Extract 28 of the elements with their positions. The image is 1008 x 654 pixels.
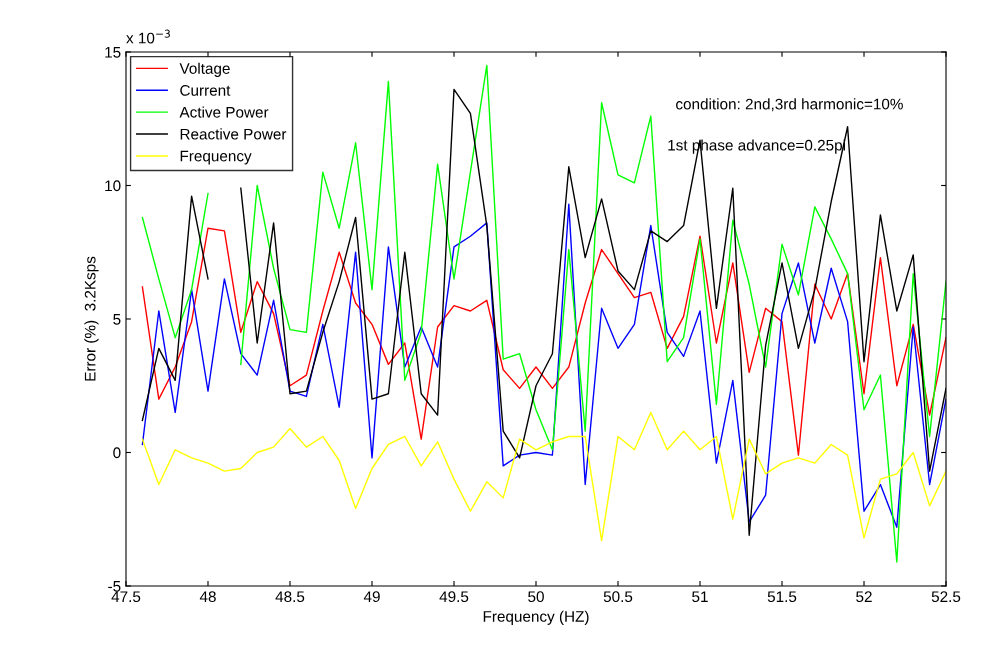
y-tick-label: 0	[113, 447, 121, 459]
x-tick-label: 48.5	[275, 591, 305, 603]
text: x 10$^{−3}$	[126, 29, 170, 44]
y-axis-title: Error (%) 3.2Ksps	[84, 256, 99, 381]
y-tick-label: 10	[105, 180, 121, 192]
x-tick-label: 50.5	[603, 591, 633, 603]
x-tick-label: 49	[363, 591, 380, 603]
x-tick-label: 52	[856, 591, 872, 603]
legend-label: Active Power	[179, 106, 269, 118]
legend-label: Current	[180, 84, 231, 96]
x-tick-label: 51	[692, 591, 708, 603]
y-tick-label: -5	[108, 581, 121, 592]
annotation: condition: 2nd,3rd harmonic=10%	[676, 98, 903, 112]
legend-label: Frequency	[180, 150, 252, 165]
line-series	[141, 203, 947, 528]
x-tick-label: 49.5	[439, 591, 469, 603]
legend-label: Voltage	[179, 62, 230, 77]
y-tick-label: 5	[113, 314, 121, 325]
legend-label: Reactive Power	[180, 128, 287, 140]
x-axis-title: Frequency (HZ)	[483, 610, 589, 625]
x-tick-label: 50	[528, 591, 544, 603]
x-tick-label: 51.5	[767, 591, 797, 603]
y-tick-label: 15	[105, 47, 121, 58]
x-tick-label: 47.5	[111, 591, 141, 603]
x-tick-label: 52.5	[931, 591, 961, 603]
x-tick-label: 48	[199, 591, 216, 603]
line-series	[141, 227, 947, 456]
line-series	[141, 411, 947, 542]
